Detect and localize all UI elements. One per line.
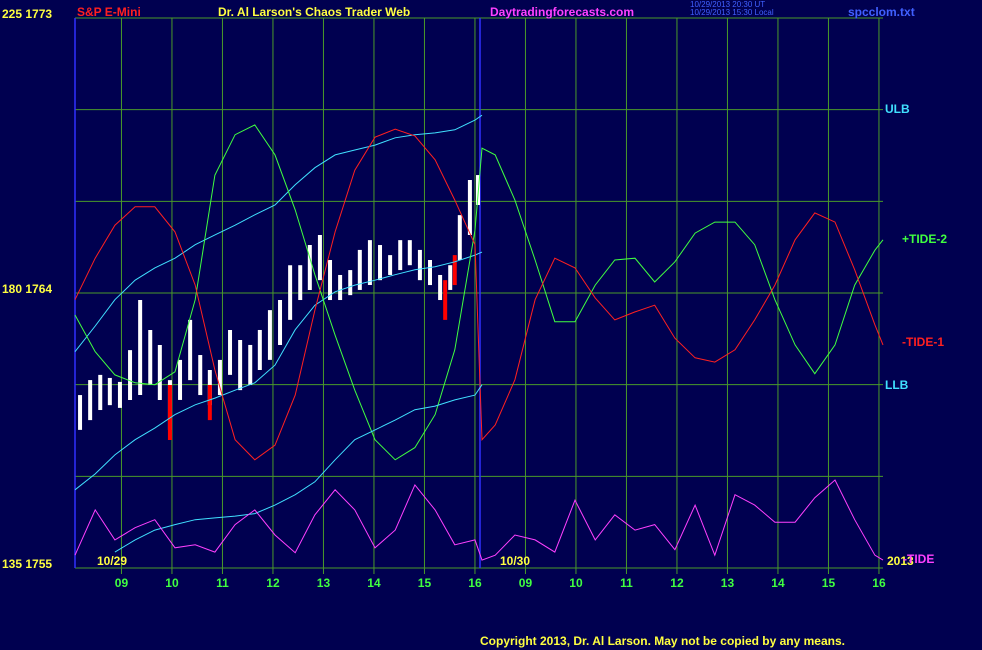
x-tick-label: 12 <box>670 576 684 590</box>
series-line <box>74 128 884 461</box>
series-line <box>114 384 483 553</box>
series-line <box>74 251 483 491</box>
series-label: ULB <box>885 102 910 116</box>
x-tick-label: 15 <box>418 576 432 590</box>
series-label: +TIDE-2 <box>902 232 947 246</box>
y-tick-label: 180 1764 <box>2 282 52 296</box>
x-tick-label: 11 <box>216 576 229 590</box>
site: Daytradingforecasts.com <box>490 5 634 19</box>
plot <box>74 114 884 561</box>
date-label: 10/30 <box>500 554 530 568</box>
stamp: 10/29/2013 20:30 UT <box>690 0 765 9</box>
symbol: S&P E-Mini <box>77 5 141 19</box>
series-line <box>74 479 884 561</box>
x-tick-label: 11 <box>620 576 633 590</box>
x-tick-label: 15 <box>822 576 836 590</box>
y-tick-label: 225 1773 <box>2 7 52 21</box>
series-label: LLB <box>885 378 909 392</box>
x-tick-label: 10 <box>165 576 179 590</box>
series-label: -TIDE-1 <box>902 335 944 349</box>
x-tick-label: 12 <box>266 576 280 590</box>
x-tick-label: 16 <box>468 576 482 590</box>
file-name: spcclom.txt <box>848 5 915 19</box>
date-label: 10/29 <box>97 554 127 568</box>
series-line <box>74 124 884 461</box>
x-tick-label: 14 <box>367 576 381 590</box>
x-tick-label: 13 <box>317 576 331 590</box>
x-tick-label: 10 <box>569 576 583 590</box>
x-tick-label: 16 <box>872 576 886 590</box>
y-tick-label: 135 1755 <box>2 557 52 571</box>
copyright: Copyright 2013, Dr. Al Larson. May not b… <box>480 634 845 648</box>
x-tick-label: 14 <box>771 576 785 590</box>
x-tick-label: 13 <box>721 576 735 590</box>
x-tick-label: 09 <box>115 576 129 590</box>
stamp: 10/29/2013 15:30 Local <box>690 8 774 17</box>
series-label: -TIDE <box>903 552 934 566</box>
x-tick-label: 09 <box>519 576 533 590</box>
year-label: 2013 <box>887 554 914 568</box>
series-line <box>74 114 483 353</box>
chart-title: Dr. Al Larson's Chaos Trader Web <box>218 5 410 19</box>
